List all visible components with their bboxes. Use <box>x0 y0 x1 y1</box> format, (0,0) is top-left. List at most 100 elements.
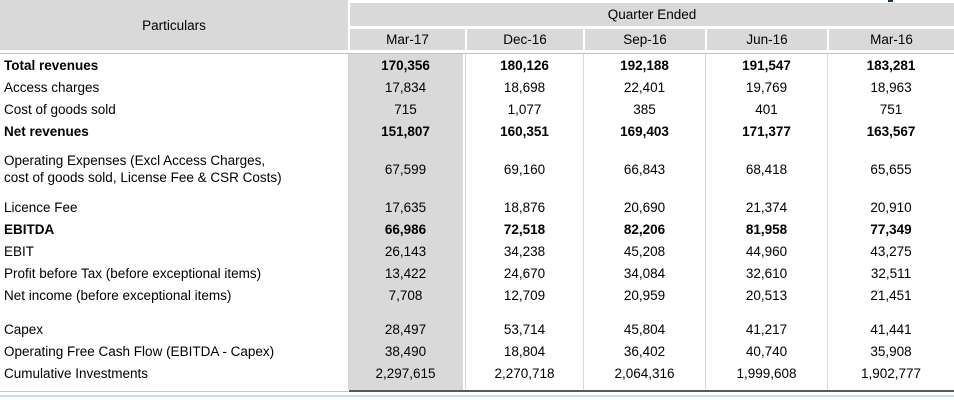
value-cell: 81,958 <box>705 218 827 240</box>
column-header-sep-16: Sep-16 <box>585 29 705 50</box>
value-cell: 32,610 <box>705 262 827 284</box>
table-row: Access charges 17,834 18,698 22,401 19,769 18… <box>0 76 954 98</box>
table-bottom-border <box>0 390 954 392</box>
quarter-header-group: Quarter Ended Mar-17 Dec-16 Sep-16 Jun-1… <box>350 0 954 50</box>
value-cell: 192,188 <box>583 54 705 76</box>
value-cell: 180,126 <box>465 54 583 76</box>
value-cell: 24,670 <box>465 262 583 284</box>
table-row: Operating Expenses (Excl Access Charges,… <box>0 142 954 196</box>
value-cell: 34,084 <box>583 262 705 284</box>
value-cell: 751 <box>827 98 954 120</box>
column-header-dec-16: Dec-16 <box>467 29 583 50</box>
value-cell: 22,401 <box>583 76 705 98</box>
value-cell: 21,451 <box>827 284 954 306</box>
value-cell <box>705 384 827 390</box>
value-cell: 20,959 <box>583 284 705 306</box>
value-cell: 2,064,316 <box>583 362 705 384</box>
row-label: Access charges <box>4 79 100 95</box>
table-row: Profit before Tax (before exceptional it… <box>0 262 954 284</box>
column-header-mar-17: Mar-17 <box>350 29 465 50</box>
value-cell: 1,077 <box>465 98 583 120</box>
value-cell: 68,418 <box>705 142 827 196</box>
value-cell: 18,876 <box>465 196 583 218</box>
value-cell <box>348 384 465 390</box>
header-rule-line <box>0 53 954 54</box>
value-cell: 82,206 <box>583 218 705 240</box>
value-cell: 41,217 <box>705 318 827 340</box>
bottom-border-left <box>0 391 349 392</box>
value-cell: 151,807 <box>348 120 465 142</box>
value-cell: 66,986 <box>348 218 465 240</box>
value-cell: 7,708 <box>348 284 465 306</box>
value-cell: 41,441 <box>827 318 954 340</box>
value-cell: 69,160 <box>465 142 583 196</box>
spacer-row <box>0 306 954 318</box>
value-cell: 18,804 <box>465 340 583 362</box>
value-cell: 17,635 <box>348 196 465 218</box>
value-cell: 36,402 <box>583 340 705 362</box>
row-label: Cost of goods sold <box>4 101 116 117</box>
value-cell: 67,599 <box>348 142 465 196</box>
value-cell: 20,690 <box>583 196 705 218</box>
value-cell: 385 <box>583 98 705 120</box>
value-cell <box>348 306 465 318</box>
value-cell: 45,208 <box>583 240 705 262</box>
particulars-header: Particulars <box>0 0 348 50</box>
row-label <box>0 384 348 390</box>
value-cell: 20,513 <box>705 284 827 306</box>
filler-row <box>0 384 954 390</box>
header-rule-gap <box>0 50 954 53</box>
value-cell: 53,714 <box>465 318 583 340</box>
table-row: Cumulative Investments 2,297,615 2,270,718… <box>0 362 954 384</box>
table-row: Net revenues 151,807 160,351 169,403 171,377… <box>0 120 954 142</box>
value-cell: 715 <box>348 98 465 120</box>
value-cell <box>705 306 827 318</box>
bottom-border-right <box>349 390 954 392</box>
value-cell: 66,843 <box>583 142 705 196</box>
value-cell: 40,740 <box>705 340 827 362</box>
column-header-jun-16: Jun-16 <box>707 29 827 50</box>
table-row: Cost of goods sold 715 1,077 385 401 751 <box>0 98 954 120</box>
value-cell: 28,497 <box>348 318 465 340</box>
value-cell: 26,143 <box>348 240 465 262</box>
value-cell: 35,908 <box>827 340 954 362</box>
value-cell: 72,518 <box>465 218 583 240</box>
value-cell: 163,567 <box>827 120 954 142</box>
table-row: Net income (before exceptional items) 7,7… <box>0 284 954 306</box>
table-row: Capex 28,497 53,714 45,804 41,217 41,441 <box>0 318 954 340</box>
value-cell: 77,349 <box>827 218 954 240</box>
value-cell <box>465 384 583 390</box>
value-cell: 13,422 <box>348 262 465 284</box>
value-cell: 2,270,718 <box>465 362 583 384</box>
table-body: Total revenues 170,356 180,126 192,188 191,5… <box>0 54 954 390</box>
quarter-columns: Mar-17 Dec-16 Sep-16 Jun-16 Mar-16 <box>350 29 954 50</box>
table-row: Licence Fee 17,635 18,876 20,690 21,374 20,91… <box>0 196 954 218</box>
value-cell: 17,834 <box>348 76 465 98</box>
value-cell: 18,698 <box>465 76 583 98</box>
value-cell <box>465 306 583 318</box>
row-label: Profit before Tax (before exceptional it… <box>4 265 262 281</box>
row-label: Net revenues <box>4 123 89 139</box>
value-cell: 65,655 <box>827 142 954 196</box>
row-label: Operating Free Cash Flow (EBITDA - Capex… <box>4 343 275 359</box>
row-label: Capex <box>4 321 44 337</box>
column-header-mar-16: Mar-16 <box>829 29 954 50</box>
value-cell: 43,275 <box>827 240 954 262</box>
value-cell: 1,999,608 <box>705 362 827 384</box>
value-cell: 160,351 <box>465 120 583 142</box>
value-cell: 18,963 <box>827 76 954 98</box>
row-label: Operating Expenses (Excl Access Charges,… <box>4 153 282 185</box>
value-cell: 20,910 <box>827 196 954 218</box>
value-cell: 2,297,615 <box>348 362 465 384</box>
table-row: Total revenues 170,356 180,126 192,188 191,5… <box>0 54 954 76</box>
value-cell: 170,356 <box>348 54 465 76</box>
table-row: Operating Free Cash Flow (EBITDA - Capex… <box>0 340 954 362</box>
value-cell: 183,281 <box>827 54 954 76</box>
row-label: Net income (before exceptional items) <box>4 287 232 303</box>
value-cell: 401 <box>705 98 827 120</box>
value-cell: 44,960 <box>705 240 827 262</box>
row-label: Cumulative Investments <box>4 365 149 381</box>
value-cell: 19,769 <box>705 76 827 98</box>
value-cell: 191,547 <box>705 54 827 76</box>
